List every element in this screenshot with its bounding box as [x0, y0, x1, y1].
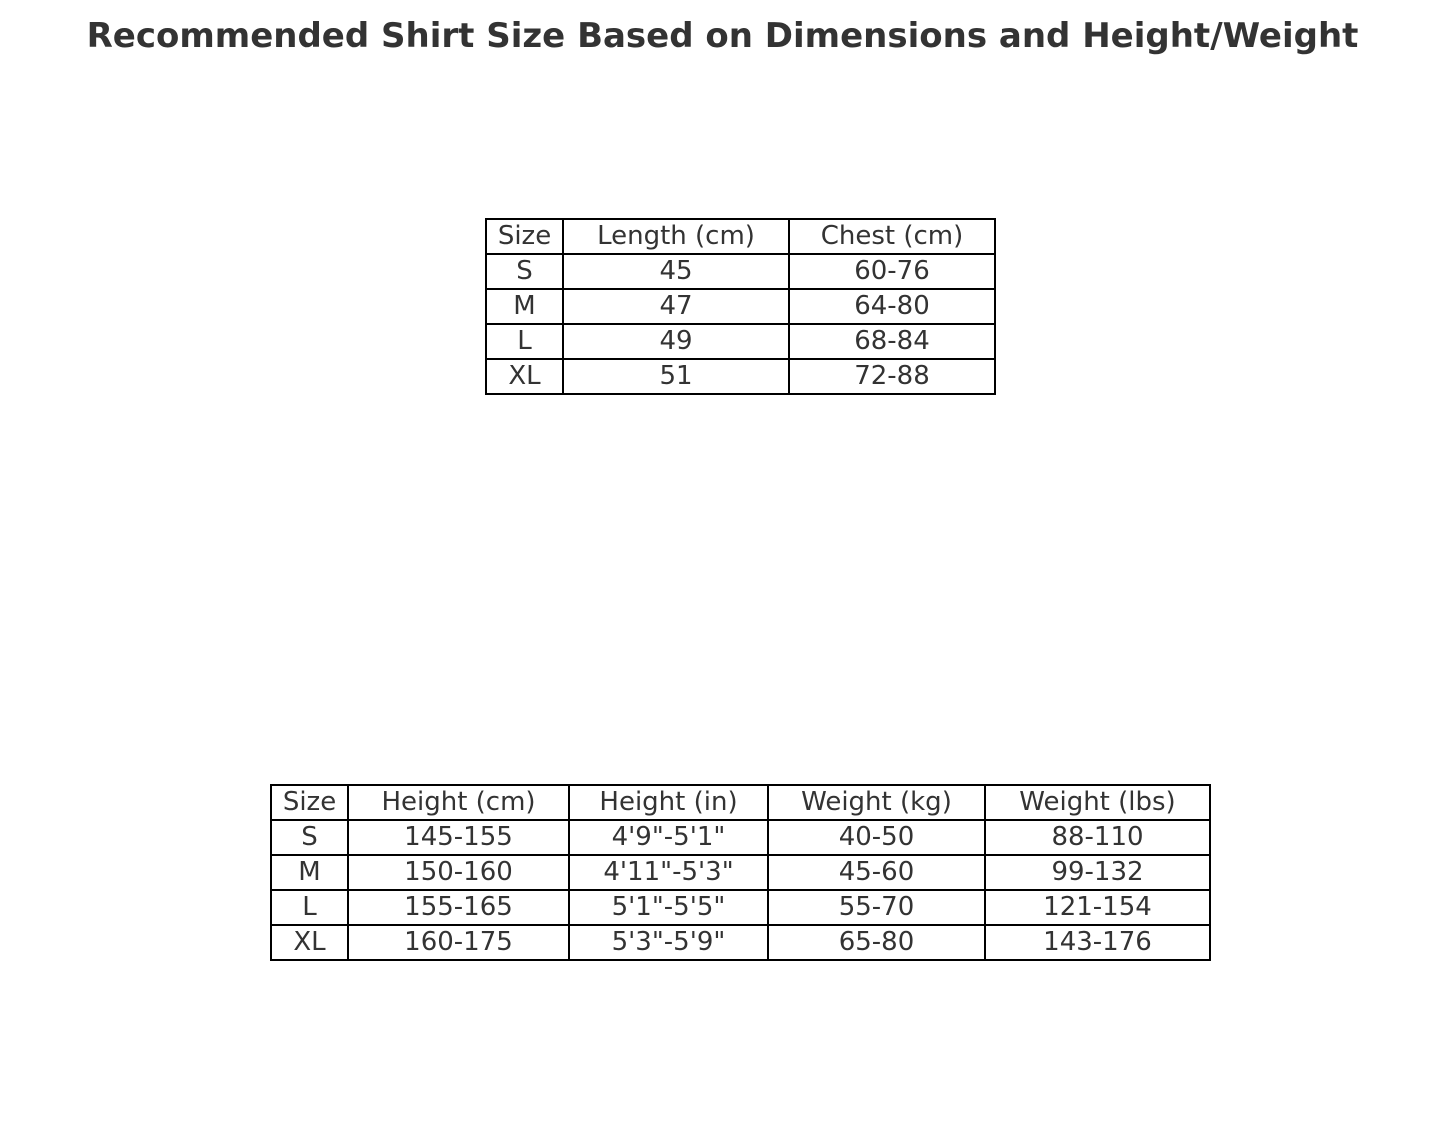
table-cell: L: [270, 889, 349, 926]
table-row: XL 160-175 5'3"-5'9" 65-80 143-176: [270, 924, 1211, 961]
table-row: L 49 68-84: [485, 323, 996, 360]
table-cell: 155-165: [347, 889, 570, 926]
table-cell: 121-154: [984, 889, 1211, 926]
table-cell: 145-155: [347, 819, 570, 856]
table-cell: XL: [270, 924, 349, 961]
table-cell: 150-160: [347, 854, 570, 891]
table-cell: 40-50: [767, 819, 986, 856]
table-cell: 47: [562, 288, 790, 325]
figure-title: Recommended Shirt Size Based on Dimensio…: [86, 16, 1359, 56]
table-cell: 88-110: [984, 819, 1211, 856]
column-header: Height (in): [568, 784, 769, 821]
table-cell: 45-60: [767, 854, 986, 891]
header-row: Size Height (cm) Height (in) Weight (kg) Wei…: [270, 784, 1211, 821]
column-header: Weight (lbs): [984, 784, 1211, 821]
table-cell: 72-88: [788, 358, 996, 395]
header-row: Size Length (cm) Chest (cm): [485, 218, 996, 255]
table-cell: M: [270, 854, 349, 891]
table-cell: 64-80: [788, 288, 996, 325]
table-cell: 45: [562, 253, 790, 290]
table-cell: 143-176: [984, 924, 1211, 961]
table-cell: 55-70: [767, 889, 986, 926]
table-cell: 4'9"-5'1": [568, 819, 769, 856]
dimensions-table: Size Length (cm) Chest (cm) S 45 60-76 M 47 64-8…: [485, 218, 996, 395]
table-cell: 160-175: [347, 924, 570, 961]
table-cell: 65-80: [767, 924, 986, 961]
table-row: XL 51 72-88: [485, 358, 996, 395]
table-cell: 49: [562, 323, 790, 360]
table-cell: 51: [562, 358, 790, 395]
column-header: Length (cm): [562, 218, 790, 255]
table-cell: 60-76: [788, 253, 996, 290]
table-cell: M: [485, 288, 564, 325]
column-header: Size: [270, 784, 349, 821]
height-weight-table: Size Height (cm) Height (in) Weight (kg) Wei…: [270, 784, 1211, 961]
table-row: S 45 60-76: [485, 253, 996, 290]
table-row: M 150-160 4'11"-5'3" 45-60 99-132: [270, 854, 1211, 891]
table-cell: 99-132: [984, 854, 1211, 891]
column-header: Height (cm): [347, 784, 570, 821]
column-header: Size: [485, 218, 564, 255]
table-cell: 68-84: [788, 323, 996, 360]
table-cell: 4'11"-5'3": [568, 854, 769, 891]
table-cell: XL: [485, 358, 564, 395]
column-header: Weight (kg): [767, 784, 986, 821]
table-cell: L: [485, 323, 564, 360]
table-cell: 5'1"-5'5": [568, 889, 769, 926]
table-row: S 145-155 4'9"-5'1" 40-50 88-110: [270, 819, 1211, 856]
table-cell: S: [485, 253, 564, 290]
column-header: Chest (cm): [788, 218, 996, 255]
table-cell: S: [270, 819, 349, 856]
table-row: M 47 64-80: [485, 288, 996, 325]
table-row: L 155-165 5'1"-5'5" 55-70 121-154: [270, 889, 1211, 926]
table-cell: 5'3"-5'9": [568, 924, 769, 961]
